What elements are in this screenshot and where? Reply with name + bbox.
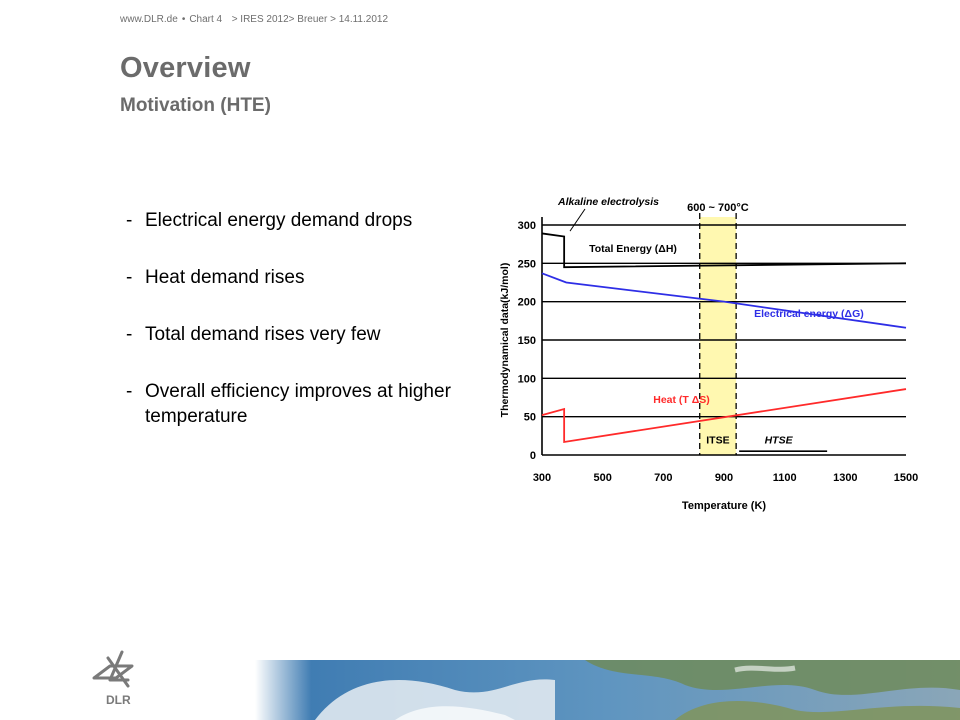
series-line <box>541 272 907 329</box>
y-axis-label: Thermodynamical data(kJ/mol) <box>499 263 511 418</box>
annotation-alkaline: Alkaline electrolysis <box>557 196 659 208</box>
x-tick-label: 700 <box>654 472 672 484</box>
bullet-text: Overall efficiency improves at higher te… <box>145 381 451 427</box>
band-label: 600 ~ 700°C <box>687 202 749 214</box>
x-tick-label: 900 <box>715 472 733 484</box>
earth-banner-image <box>255 660 960 720</box>
header-sep: • <box>181 14 186 25</box>
bullet-text: Total demand rises very few <box>145 324 381 345</box>
y-tick-label: 250 <box>518 258 536 270</box>
dlr-logo-icon: DLR <box>92 650 134 707</box>
annotation-itse: ITSE <box>706 435 729 447</box>
annotation-arrow <box>569 208 586 232</box>
dlr-logo-text: DLR <box>106 693 131 707</box>
y-tick-label: 300 <box>518 220 536 232</box>
thermo-chart: 600 ~ 700°C 0 50 100 150 200 250 300 300 500 700 90… <box>490 185 930 520</box>
bullet-item: - Heat demand rises <box>126 265 506 290</box>
y-tick-label: 100 <box>518 373 536 385</box>
header-path: > IRES 2012> Breuer > 14.11.2012 <box>231 14 389 25</box>
y-tick-label: 50 <box>524 412 536 424</box>
chart-svg: 600 ~ 700°C 0 50 100 150 200 250 300 300 500 700 90… <box>499 196 918 512</box>
temperature-band <box>699 217 737 455</box>
x-tick-label: 500 <box>593 472 611 484</box>
slide-header: www.DLR.de • Chart 4 > IRES 2012> Breuer >… <box>120 14 392 25</box>
bullet-dash: - <box>126 210 133 231</box>
y-tick-label: 200 <box>518 297 536 309</box>
series-label: Heat (T ΔS) <box>653 394 710 406</box>
dlr-logo: DLR <box>88 646 148 708</box>
x-tick-label: 300 <box>533 472 551 484</box>
bullet-item: - Total demand rises very few <box>126 322 506 347</box>
y-tick-label: 150 <box>518 335 536 347</box>
page-title: Overview <box>120 52 251 84</box>
series-label: Electrical energy (ΔG) <box>754 308 864 320</box>
bullet-item: - Electrical energy demand drops <box>126 208 506 233</box>
header-chart: Chart 4 <box>189 14 223 25</box>
page-subtitle: Motivation (HTE) <box>120 95 271 116</box>
series-line <box>541 232 907 269</box>
bullet-list: - Electrical energy demand drops - Heat de… <box>126 208 506 461</box>
header-site: www.DLR.de <box>120 14 178 25</box>
bullet-item: - Overall efficiency improves at higher t… <box>126 379 475 429</box>
x-axis-label: Temperature (K) <box>682 500 766 512</box>
x-tick-label: 1300 <box>833 472 857 484</box>
y-tick-label: 0 <box>530 450 536 462</box>
bullet-dash: - <box>126 324 133 345</box>
earth-banner <box>255 660 960 720</box>
annotation-htse: HTSE <box>765 435 794 447</box>
series-line <box>541 388 907 444</box>
bullet-text: Electrical energy demand drops <box>145 210 413 231</box>
bullet-text: Heat demand rises <box>145 267 305 288</box>
x-tick-label: 1500 <box>894 472 918 484</box>
bullet-dash: - <box>126 267 133 288</box>
series-label: Total Energy (ΔH) <box>589 243 677 255</box>
bullet-dash: - <box>126 381 133 402</box>
x-tick-label: 1100 <box>773 472 797 484</box>
